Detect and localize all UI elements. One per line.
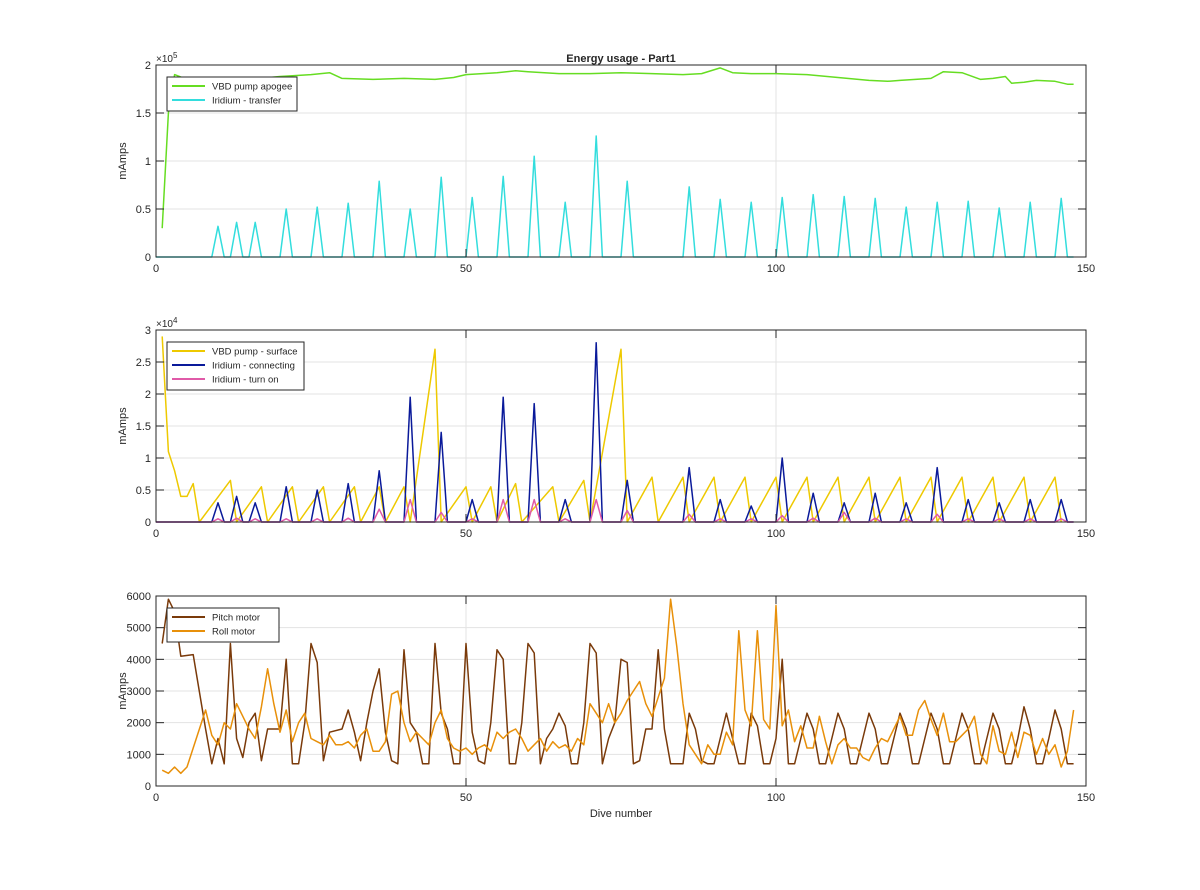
legend-entry: VBD pump apogee bbox=[212, 82, 292, 93]
legend-entry: Pitch motor bbox=[212, 613, 260, 624]
y-tick-label: 0.5 bbox=[136, 485, 151, 497]
y-exponent-label: ×104 bbox=[156, 316, 178, 330]
y-tick-label: 4000 bbox=[127, 654, 151, 666]
series-line-roll-motor bbox=[161, 598, 1075, 775]
legend-entry: VBD pump - surface bbox=[212, 347, 298, 358]
chart-panel-2: 0 50 100 150 0 0.5 1 1.5 2 2.5 3 ×104 mAmps VBD pump … bbox=[117, 316, 1095, 540]
chart-panel-3: 0 50 100 150 0 1000 2000 3000 4000 5000 6000 mAmps D… bbox=[117, 591, 1095, 820]
y-tick-label: 2 bbox=[145, 60, 151, 72]
y-tick-label: 2000 bbox=[127, 718, 151, 730]
y-tick-label: 1 bbox=[145, 453, 151, 465]
legend: VBD pump apogee Iridium - transfer bbox=[166, 76, 298, 112]
series-line-vbd-pump-apogee bbox=[161, 67, 1074, 229]
x-tick-label: 150 bbox=[1077, 792, 1095, 804]
y-tick-label: 2 bbox=[145, 389, 151, 401]
y-tick-label: 1.5 bbox=[136, 421, 151, 433]
x-tick-label: 100 bbox=[767, 528, 785, 540]
x-axis-label: Dive number bbox=[590, 808, 653, 820]
y-tick-label: 1000 bbox=[127, 749, 151, 761]
y-axis-label: mAmps bbox=[117, 407, 129, 445]
y-tick-label: 3 bbox=[145, 325, 151, 337]
legend-box bbox=[166, 76, 298, 112]
x-tick-label: 150 bbox=[1077, 263, 1095, 275]
chart-panel-1: 0 50 100 150 0 0.5 1 1.5 2 ×105 Energy usage - Par… bbox=[117, 51, 1095, 275]
x-tick-label: 0 bbox=[153, 263, 159, 275]
legend-entry: Iridium - connecting bbox=[212, 361, 295, 372]
legend-box bbox=[166, 341, 305, 391]
x-tick-label: 100 bbox=[767, 263, 785, 275]
y-tick-label: 1.5 bbox=[136, 108, 151, 120]
y-tick-label: 0 bbox=[145, 781, 151, 793]
y-axis-label: mAmps bbox=[117, 672, 129, 710]
legend-entry: Roll motor bbox=[212, 627, 255, 638]
y-tick-label: 6000 bbox=[127, 591, 151, 603]
y-tick-label: 0 bbox=[145, 252, 151, 264]
y-tick-label: 0 bbox=[145, 517, 151, 529]
y-exponent-label: ×105 bbox=[156, 51, 178, 65]
legend-box bbox=[166, 607, 280, 643]
legend: VBD pump - surface Iridium - connecting Ir… bbox=[166, 341, 305, 391]
y-tick-label: 0.5 bbox=[136, 204, 151, 216]
x-tick-label: 50 bbox=[460, 528, 472, 540]
x-tick-label: 100 bbox=[767, 792, 785, 804]
y-tick-label: 3000 bbox=[127, 686, 151, 698]
y-tick-label: 1 bbox=[145, 156, 151, 168]
x-tick-label: 50 bbox=[460, 792, 472, 804]
legend-entry: Iridium - turn on bbox=[212, 375, 279, 386]
x-tick-label: 0 bbox=[153, 528, 159, 540]
y-axis-label: mAmps bbox=[117, 142, 129, 180]
x-tick-label: 50 bbox=[460, 263, 472, 275]
x-tick-label: 150 bbox=[1077, 528, 1095, 540]
x-tick-label: 0 bbox=[153, 792, 159, 804]
y-tick-label: 2.5 bbox=[136, 357, 151, 369]
chart-title: Energy usage - Part1 bbox=[566, 53, 675, 65]
legend-entry: Iridium - transfer bbox=[212, 96, 281, 107]
legend: Pitch motor Roll motor bbox=[166, 607, 280, 643]
y-tick-label: 5000 bbox=[127, 623, 151, 635]
